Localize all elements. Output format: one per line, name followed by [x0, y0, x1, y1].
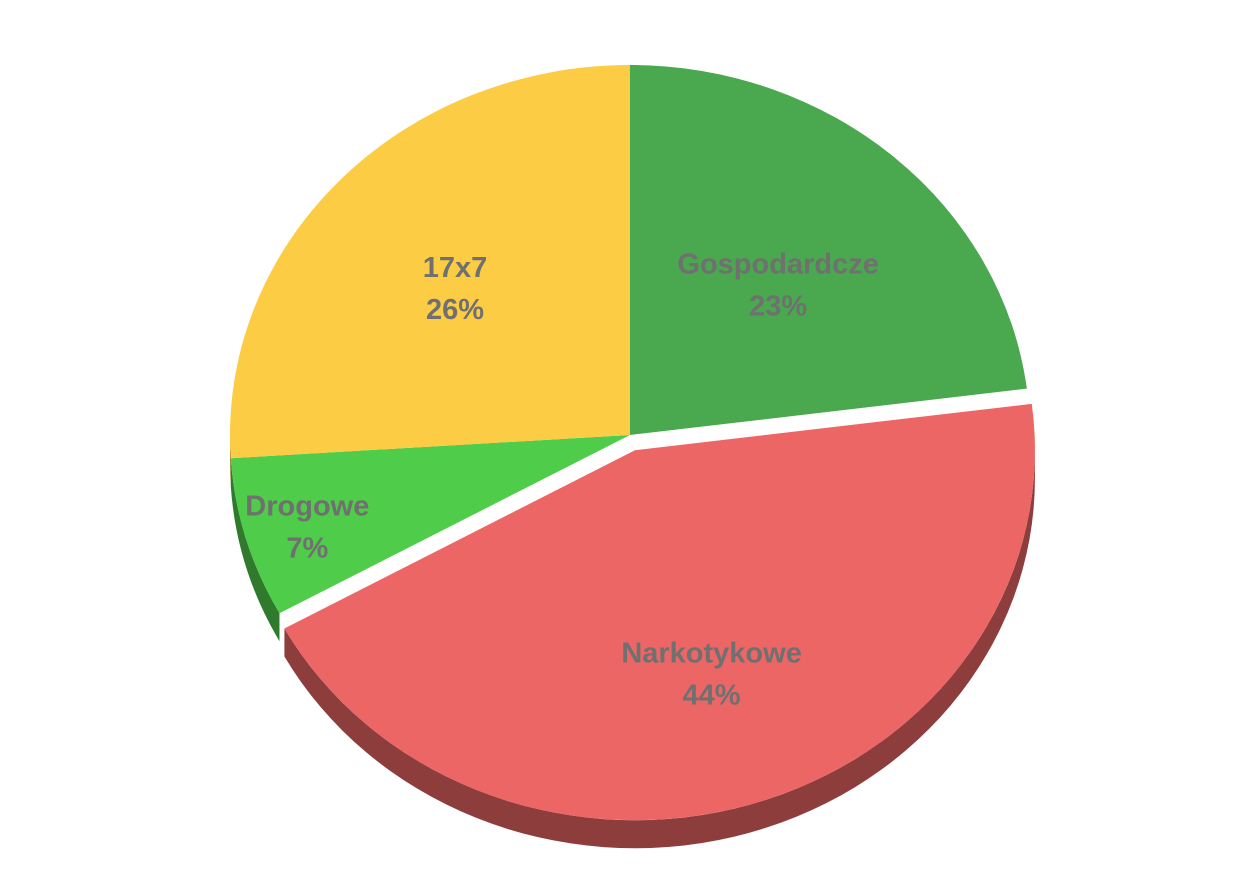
pie-labels: Gospodardcze 23% Narkotykowe 44% Drogowe 7% 17…	[245, 249, 879, 712]
pie-slice-side-17x7	[230, 435, 231, 487]
slice-label-percent: 44%	[683, 679, 741, 711]
slice-label-percent: 23%	[749, 291, 807, 323]
data-label-gospodardcze: Gospodardcze 23%	[677, 249, 878, 323]
pie-slice-narkotykowe	[284, 403, 1035, 821]
pie-slice-17x7	[230, 65, 630, 459]
pie-slices	[230, 65, 1035, 821]
pie-slice-gospodardcze	[630, 65, 1027, 435]
slice-label-name: 17x7	[423, 252, 488, 284]
slice-label-name: Narkotykowe	[621, 637, 802, 669]
pie-slice-side-drogowe	[230, 458, 280, 642]
pie-depth	[230, 435, 1035, 849]
data-label-17x7: 17x7 26%	[423, 252, 488, 326]
data-label-narkotykowe: Narkotykowe 44%	[621, 637, 802, 711]
slice-label-percent: 7%	[286, 533, 328, 565]
data-label-drogowe: Drogowe 7%	[245, 491, 369, 565]
slice-label-name: Gospodardcze	[677, 249, 878, 281]
pie-slice-drogowe	[230, 435, 630, 614]
slice-label-name: Drogowe	[245, 491, 369, 523]
slice-label-percent: 26%	[426, 294, 484, 326]
